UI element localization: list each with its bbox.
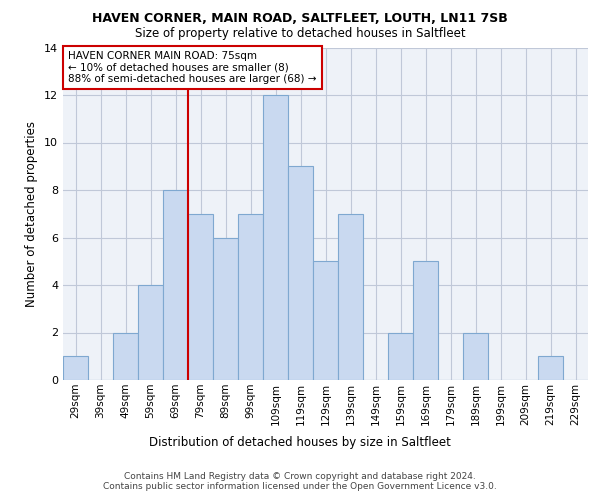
Text: Contains HM Land Registry data © Crown copyright and database right 2024.: Contains HM Land Registry data © Crown c… [124,472,476,481]
Bar [463,332,488,380]
Bar [213,238,238,380]
Text: Contains public sector information licensed under the Open Government Licence v3: Contains public sector information licen… [103,482,497,491]
Bar [113,332,138,380]
Bar [63,356,88,380]
Bar [413,261,438,380]
Bar [188,214,213,380]
Text: HAVEN CORNER, MAIN ROAD, SALTFLEET, LOUTH, LN11 7SB: HAVEN CORNER, MAIN ROAD, SALTFLEET, LOUT… [92,12,508,26]
Text: HAVEN CORNER MAIN ROAD: 75sqm
← 10% of detached houses are smaller (8)
88% of se: HAVEN CORNER MAIN ROAD: 75sqm ← 10% of d… [68,51,317,84]
Bar [288,166,313,380]
Bar [163,190,188,380]
Bar [388,332,413,380]
Bar [338,214,363,380]
Bar [238,214,263,380]
Bar [538,356,563,380]
Bar [138,285,163,380]
Y-axis label: Number of detached properties: Number of detached properties [25,120,38,306]
Text: Distribution of detached houses by size in Saltfleet: Distribution of detached houses by size … [149,436,451,449]
Bar [263,95,288,380]
Text: Size of property relative to detached houses in Saltfleet: Size of property relative to detached ho… [134,28,466,40]
Bar [313,261,338,380]
